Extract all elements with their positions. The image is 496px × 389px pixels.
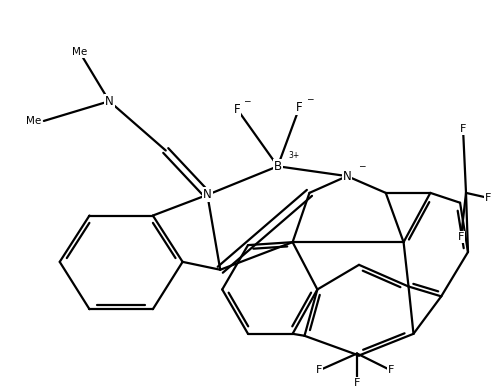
Text: −: −	[306, 94, 313, 103]
Text: −: −	[243, 96, 250, 105]
Text: −: −	[358, 161, 366, 170]
Text: F: F	[296, 101, 303, 114]
Text: F: F	[460, 124, 466, 134]
Text: F: F	[354, 378, 360, 388]
Text: Me: Me	[72, 47, 87, 57]
Text: Me: Me	[26, 116, 41, 126]
Text: N: N	[203, 188, 212, 202]
Text: F: F	[234, 103, 241, 116]
Text: F: F	[485, 193, 491, 203]
Text: F: F	[316, 365, 322, 375]
Text: 3+: 3+	[289, 151, 300, 160]
Text: N: N	[343, 170, 352, 182]
Text: B: B	[274, 160, 282, 173]
Text: F: F	[387, 365, 394, 375]
Text: N: N	[105, 95, 114, 108]
Text: F: F	[458, 232, 464, 242]
